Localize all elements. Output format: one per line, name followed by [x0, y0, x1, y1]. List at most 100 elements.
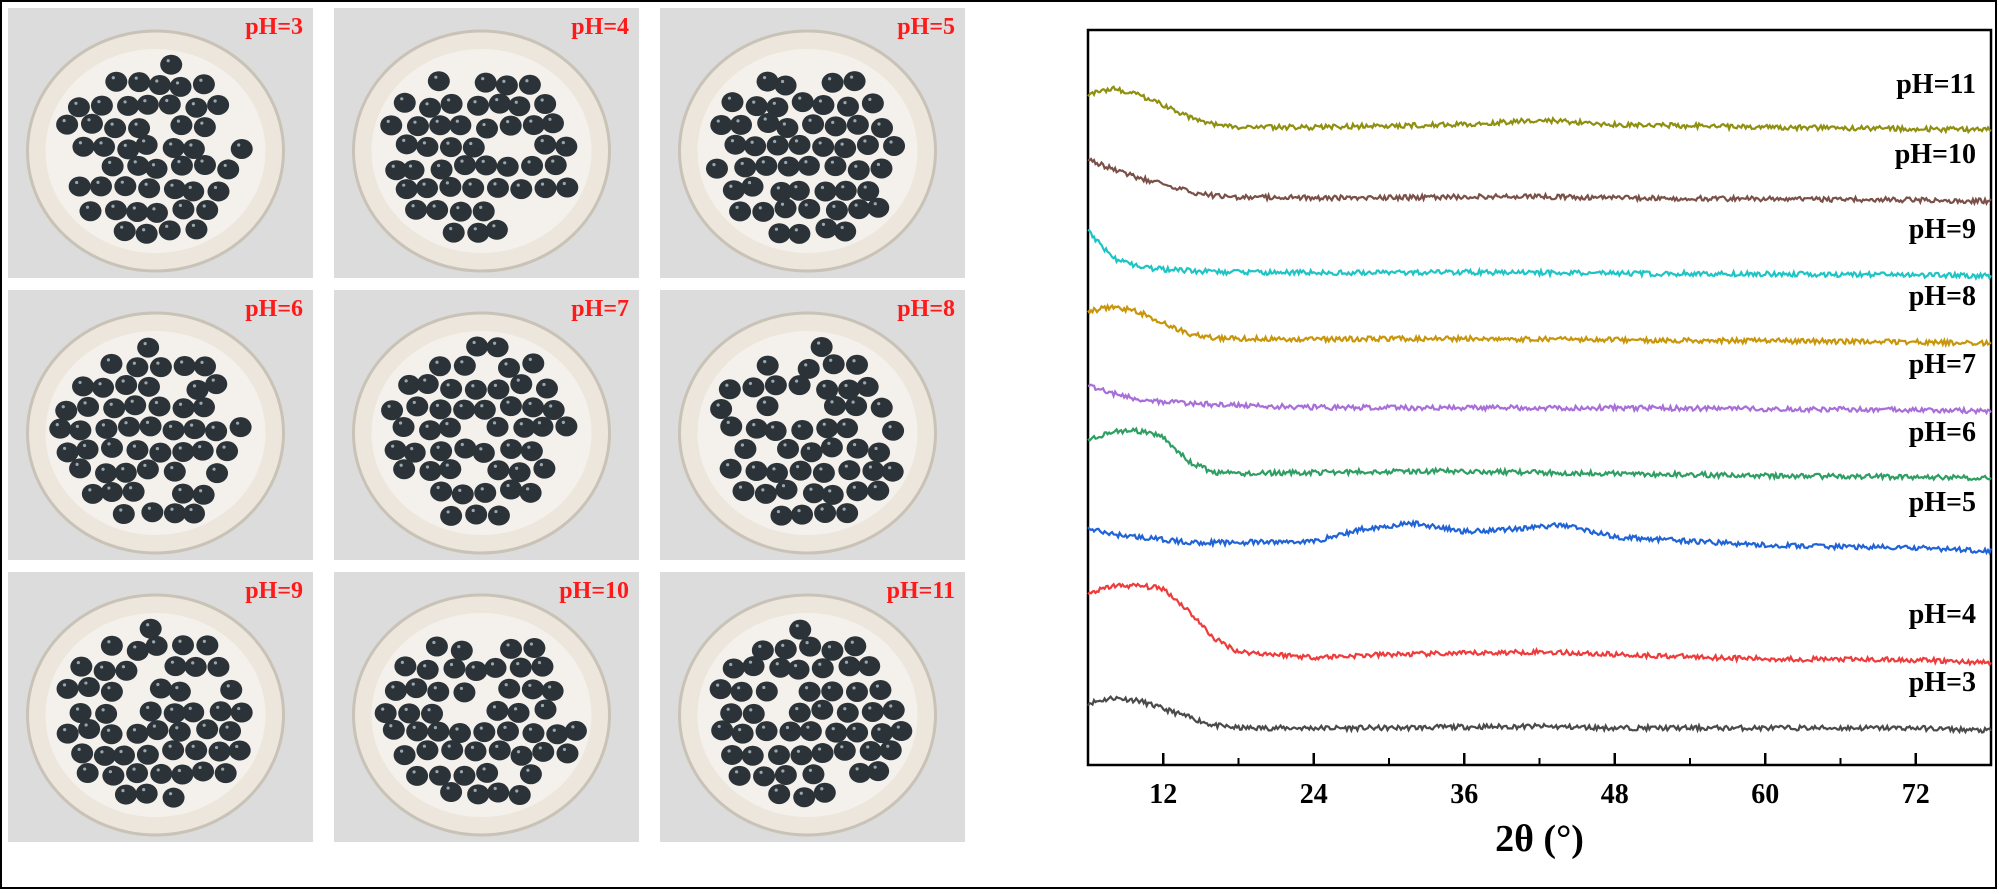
bead — [465, 661, 488, 682]
bead — [472, 442, 495, 463]
series-label: pH=3 — [1909, 667, 1976, 698]
bead — [732, 481, 755, 502]
bead — [753, 766, 776, 787]
bead-highlight — [237, 706, 241, 711]
bead-highlight — [851, 400, 855, 404]
bead-highlight — [398, 421, 403, 425]
bead — [730, 681, 753, 702]
bead — [810, 336, 833, 357]
bead — [128, 118, 151, 139]
bead-highlight — [446, 786, 450, 790]
bead — [416, 740, 439, 761]
bead-highlight — [189, 143, 193, 147]
bead-highlight — [785, 725, 790, 730]
bead-highlight — [96, 180, 100, 185]
bead — [117, 416, 140, 437]
x-tick-label: 24 — [1300, 779, 1328, 810]
bead-highlight — [188, 185, 192, 189]
bead — [742, 656, 765, 677]
dish-illustration — [678, 593, 937, 837]
bead-highlight — [539, 463, 544, 467]
bead-highlight — [456, 206, 460, 210]
bead-highlight — [840, 142, 844, 146]
bead — [163, 461, 186, 482]
bead — [220, 679, 243, 700]
bead-highlight — [775, 662, 779, 666]
bead — [95, 463, 118, 484]
bead-highlight — [459, 770, 464, 774]
bead-highlight — [799, 791, 803, 795]
bead — [522, 723, 545, 744]
bead — [870, 397, 893, 418]
bead — [138, 178, 161, 199]
bead-highlight — [482, 767, 486, 771]
bead — [192, 74, 215, 95]
bead — [765, 462, 788, 483]
bead-highlight — [492, 421, 497, 425]
bead — [126, 640, 149, 661]
bead — [532, 741, 555, 762]
bead — [752, 201, 775, 222]
bead-highlight — [408, 164, 413, 168]
bead — [439, 137, 462, 158]
bead — [774, 639, 797, 660]
bead — [722, 180, 745, 201]
bead — [881, 461, 904, 482]
bead-highlight — [772, 101, 776, 105]
bead — [838, 656, 861, 677]
bead — [194, 356, 217, 377]
bead-highlight — [170, 507, 174, 511]
bead-highlight — [571, 725, 575, 729]
bead-highlight — [773, 139, 777, 144]
bead-highlight — [735, 205, 739, 209]
bead — [788, 702, 811, 723]
bead-highlight — [236, 421, 240, 425]
bead-highlight — [716, 119, 720, 123]
bead-highlight — [506, 483, 510, 488]
bead — [488, 740, 511, 761]
series-label: pH=11 — [1896, 69, 1976, 100]
bead — [510, 179, 533, 200]
bead — [802, 114, 825, 135]
bead — [856, 134, 879, 155]
bead — [476, 762, 499, 783]
bead — [395, 134, 418, 155]
photo-ph-label: pH=11 — [886, 578, 955, 604]
bead — [69, 458, 92, 479]
bead-highlight — [434, 75, 438, 79]
bead — [764, 375, 787, 396]
bead-highlight — [827, 441, 831, 445]
bead — [867, 761, 890, 782]
bead-highlight — [804, 686, 809, 690]
bead — [70, 656, 93, 677]
bead-highlight — [494, 509, 498, 514]
bead — [430, 159, 453, 180]
bead — [104, 200, 127, 221]
bead-highlight — [519, 422, 523, 426]
bead — [114, 462, 137, 483]
bead-highlight — [784, 160, 788, 165]
bead — [214, 763, 237, 784]
bead-highlight — [852, 686, 856, 690]
bead — [719, 458, 742, 479]
bead — [183, 419, 206, 440]
bead — [403, 442, 426, 463]
bead — [520, 441, 543, 462]
bead-highlight — [849, 75, 854, 79]
bead-highlight — [198, 445, 202, 449]
bead — [117, 139, 140, 160]
bead-highlight — [827, 645, 832, 649]
bead-highlight — [874, 446, 878, 451]
bead-highlight — [213, 99, 217, 103]
bead-highlight — [794, 379, 799, 383]
bead-highlight — [503, 725, 507, 729]
bead — [100, 681, 123, 702]
bead-highlight — [433, 726, 438, 730]
bead — [170, 115, 193, 136]
bead-highlight — [168, 792, 173, 796]
bead — [486, 337, 509, 358]
bead-highlight — [134, 122, 138, 126]
bead — [555, 136, 578, 157]
bead — [788, 223, 811, 244]
bead — [534, 94, 557, 115]
